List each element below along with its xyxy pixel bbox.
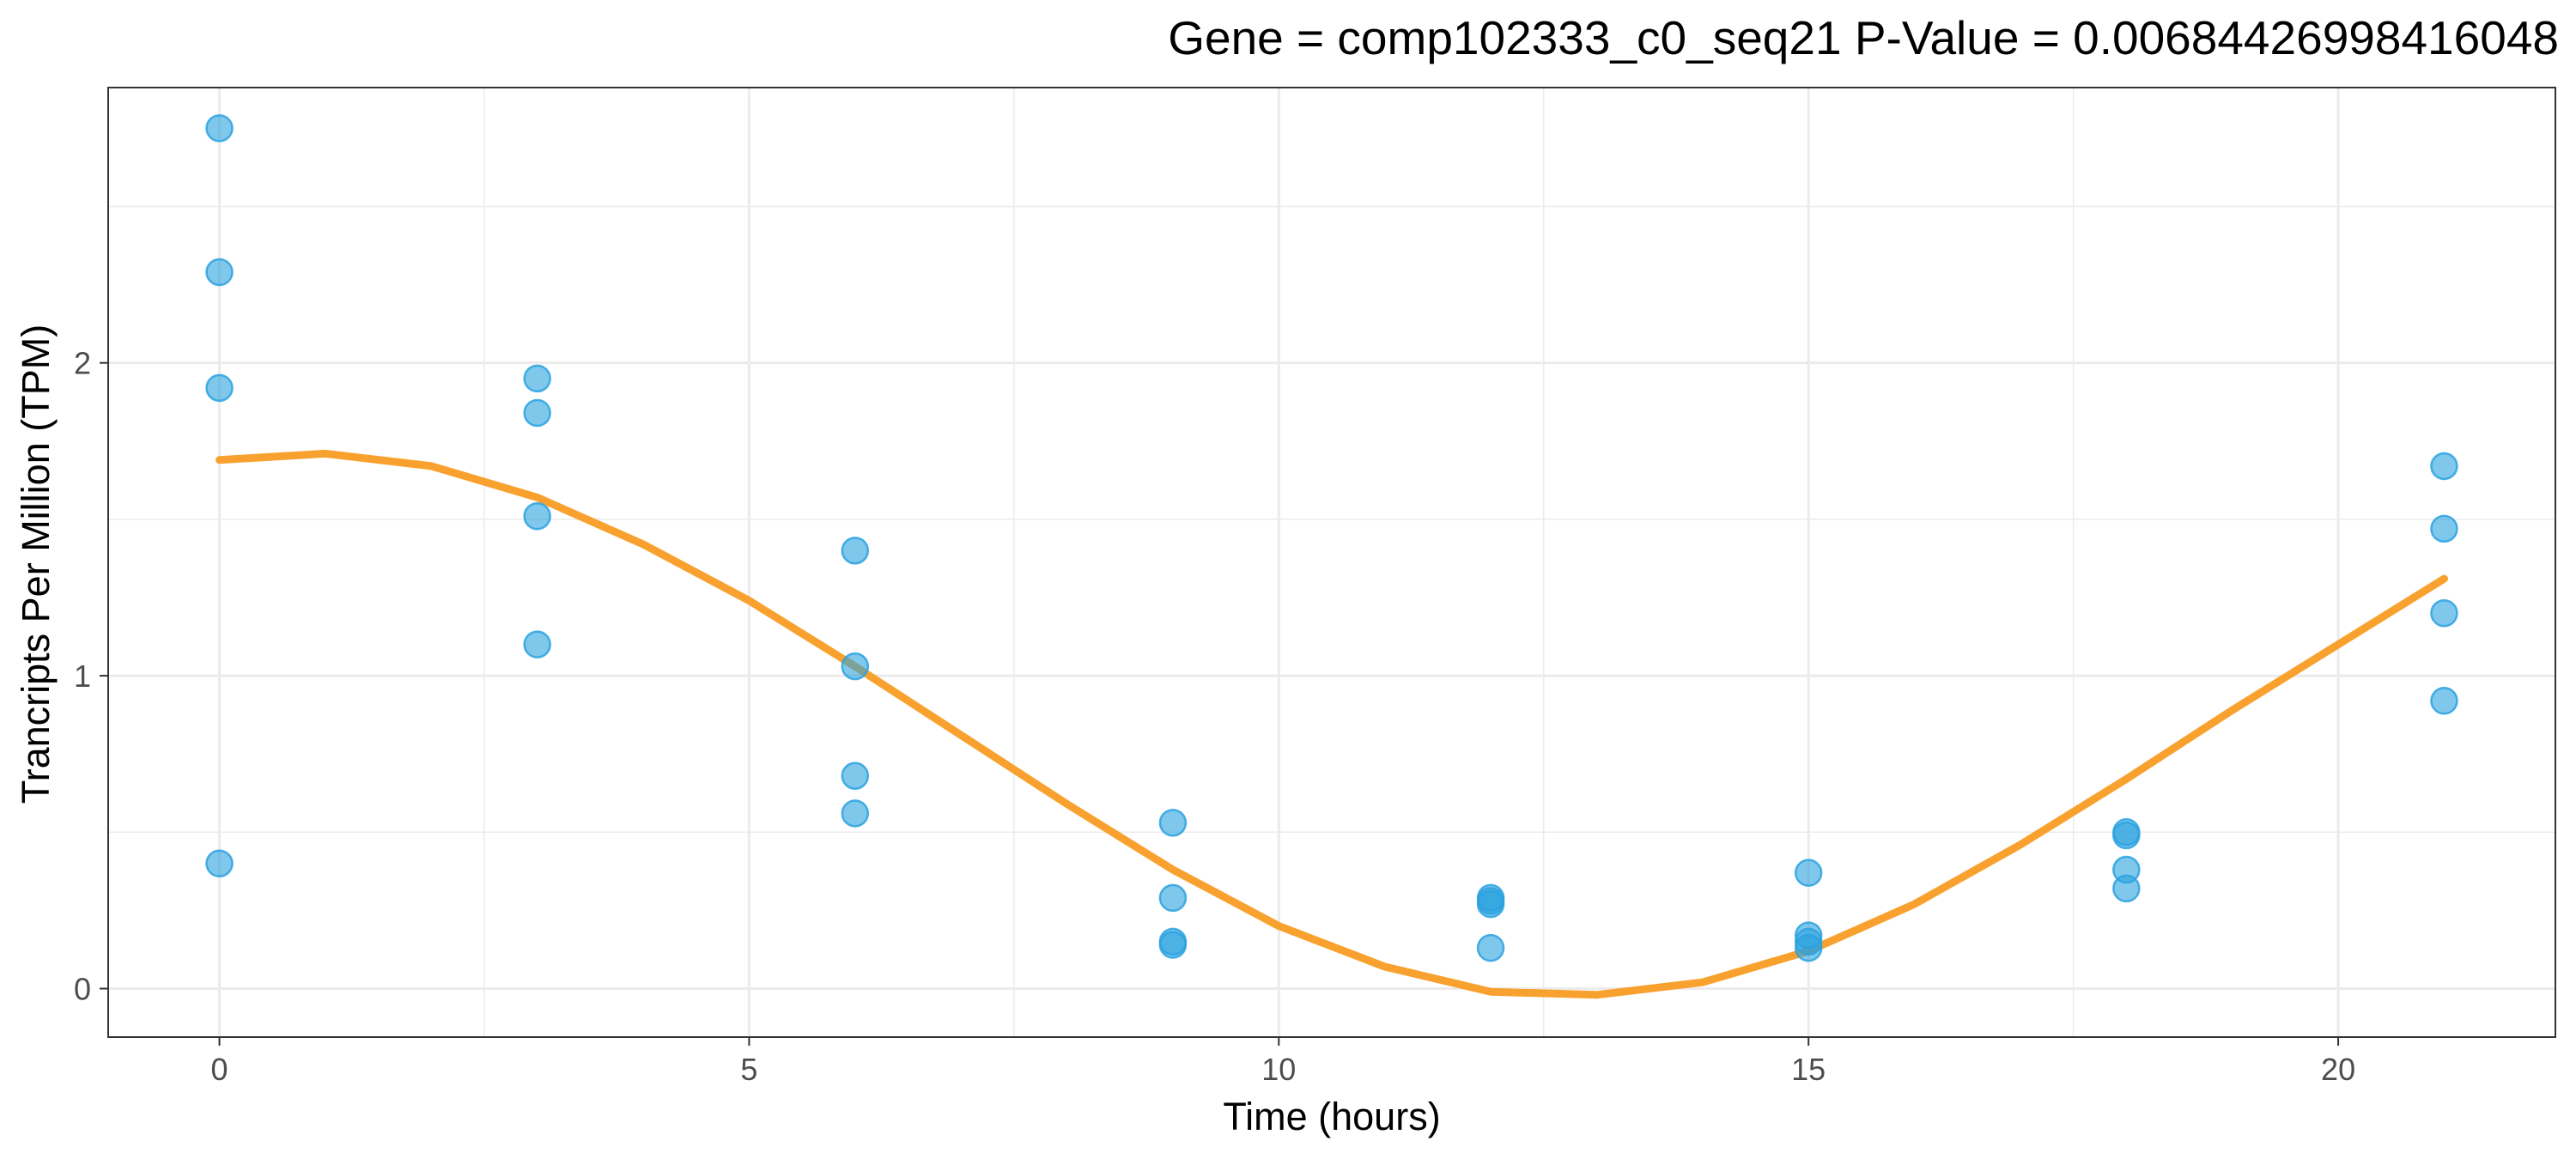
fit-curve (216, 449, 2448, 999)
data-point (1158, 809, 1188, 837)
y-axis-title: Trancripts Per Million (TPM) (14, 325, 58, 804)
tick-layer: 0 5 10 15 20 0 1 2 (74, 346, 2355, 1087)
data-point (205, 849, 234, 877)
data-point (1794, 859, 1823, 887)
data-point (523, 501, 551, 531)
data-point (1476, 933, 1505, 962)
data-point (523, 630, 551, 658)
data-point (523, 398, 551, 428)
data-point (841, 537, 870, 565)
x-tick-label: 10 (1261, 1052, 1296, 1087)
y-tick-label: 2 (74, 346, 91, 381)
data-point (205, 258, 234, 287)
fit-line-layer (216, 449, 2448, 999)
x-tick-label: 5 (740, 1052, 757, 1087)
x-tick-label: 20 (2321, 1052, 2355, 1087)
data-point (2430, 598, 2458, 628)
panel-border (107, 87, 2556, 1038)
data-point (2112, 821, 2141, 850)
y-tick-label: 1 (74, 658, 91, 694)
data-point (2112, 874, 2141, 903)
point-layer (205, 114, 2458, 962)
grid-layer (108, 88, 2555, 1037)
data-point (1794, 927, 1823, 956)
data-point (841, 762, 870, 790)
x-axis-title: Time (hours) (1223, 1095, 1440, 1138)
data-point (841, 799, 870, 828)
x-tick-label: 0 (211, 1052, 228, 1087)
data-point (1476, 887, 1505, 915)
data-point (205, 373, 234, 403)
data-point (1158, 883, 1188, 913)
data-point (841, 652, 870, 681)
data-point (205, 114, 234, 143)
x-tick-label: 15 (1791, 1052, 1826, 1087)
data-point (523, 364, 551, 393)
data-point (2430, 452, 2458, 481)
data-point (2430, 687, 2458, 715)
data-point (2430, 514, 2458, 543)
data-point (1158, 931, 1188, 959)
y-tick-label: 0 (74, 972, 91, 1007)
chart-title: Gene = comp102333_c0_seq21 P-Value = 0.0… (1168, 11, 2559, 64)
